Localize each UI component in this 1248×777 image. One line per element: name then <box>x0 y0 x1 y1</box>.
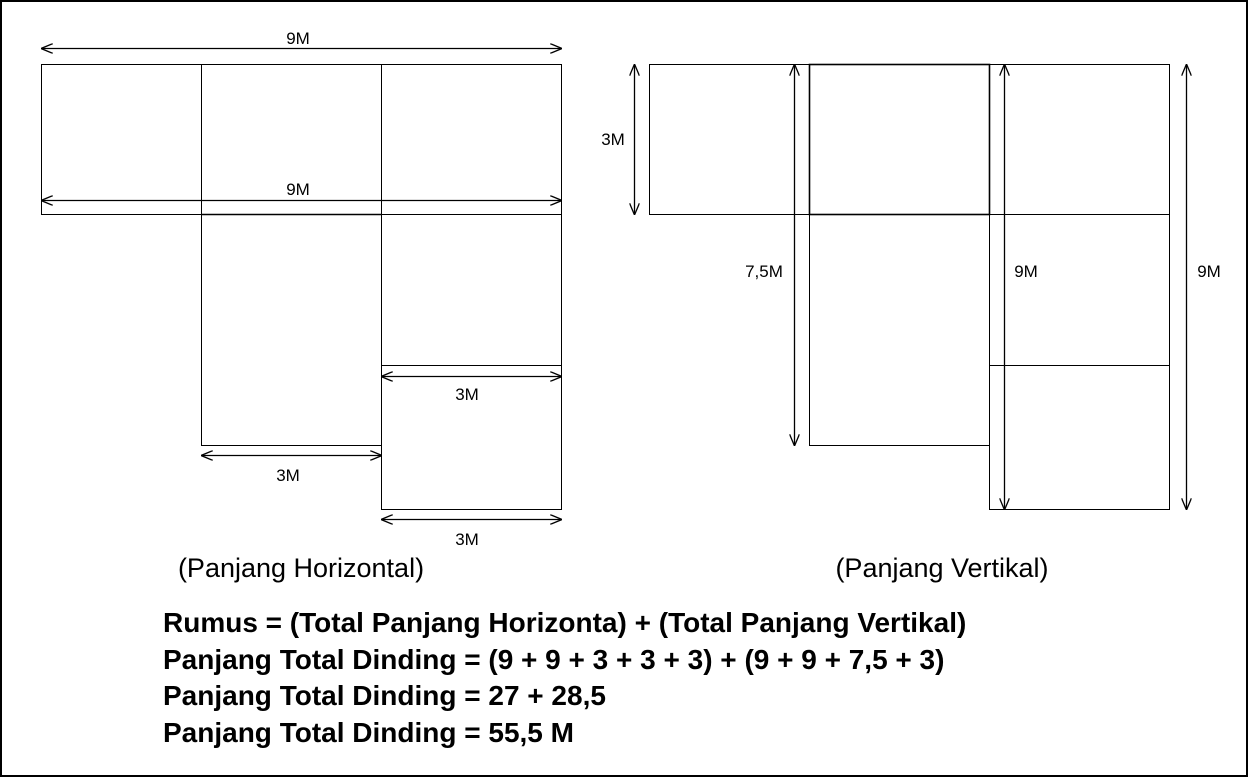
room-v-top-middle <box>808 63 991 216</box>
dimension-top-label: 9M <box>286 29 310 48</box>
formula-line-1: Rumus = (Total Panjang Horizonta) + (Tot… <box>163 607 966 638</box>
vertical-caption: (Panjang Vertikal) <box>835 553 1048 583</box>
formula-line-2: Panjang Total Dinding = (9 + 9 + 3 + 3 +… <box>163 644 944 675</box>
room-bottom-middle <box>201 214 382 446</box>
room-v-top-left <box>649 64 810 215</box>
formula-line-3: Panjang Total Dinding = 27 + 28,5 <box>163 680 606 711</box>
room-v-bottom-right-upper <box>989 214 1170 366</box>
dimension-v-left-short-label: 3M <box>601 130 625 149</box>
dimension-middle-label: 9M <box>286 180 310 199</box>
dimension-bottom-right-label: 3M <box>455 530 479 549</box>
dimension-v-left-long-label: 7,5M <box>745 262 783 281</box>
room-v-bottom-middle <box>809 214 990 446</box>
dimension-v-outer-label: 9M <box>1197 262 1221 281</box>
room-top-right <box>381 64 562 215</box>
formula-line-4: Panjang Total Dinding = 55,5 M <box>163 717 574 748</box>
formula-block: Rumus = (Total Panjang Horizonta) + (Tot… <box>163 607 966 748</box>
dimension-bottom-left-label: 3M <box>276 466 300 485</box>
room-top-left <box>41 64 202 215</box>
vertical-plan: 3M 7,5M 9M 9M (Panjang Vertikal) <box>601 63 1221 583</box>
horizontal-plan: 9M 9M 3M 3M 3M (Panjang Horizontal) <box>41 29 562 583</box>
room-bottom-right-lower <box>381 365 562 510</box>
horizontal-caption: (Panjang Horizontal) <box>178 553 424 583</box>
dimension-right-inner-label: 3M <box>455 385 479 404</box>
room-v-bottom-right-lower <box>989 365 1170 510</box>
dimension-v-inner-label: 9M <box>1014 262 1038 281</box>
room-v-top-right <box>989 64 1170 215</box>
room-bottom-right-upper <box>381 214 562 366</box>
